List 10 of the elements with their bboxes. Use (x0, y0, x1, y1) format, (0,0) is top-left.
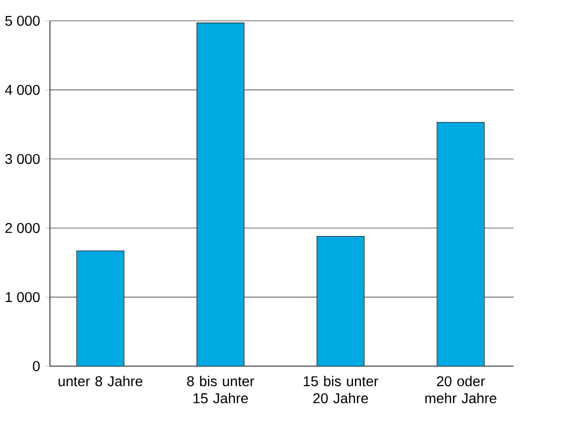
y-tick-label: 2 000 (5, 223, 40, 234)
y-tick-label: 0 (32, 361, 40, 372)
x-tick-label: 8 bis unter 15 Jahre (187, 376, 254, 404)
y-tick-label: 4 000 (5, 84, 40, 96)
x-tick-label: unter 8 Jahre (58, 376, 142, 386)
x-tick-label: 20 oder mehr Jahre (425, 376, 496, 404)
y-tick-label: 3 000 (5, 154, 40, 164)
y-tick-label: 5 000 (5, 16, 40, 26)
y-tick-label: 1 000 (6, 292, 40, 302)
x-tick-label: 15 bis unter 20 Jahre (304, 376, 378, 404)
